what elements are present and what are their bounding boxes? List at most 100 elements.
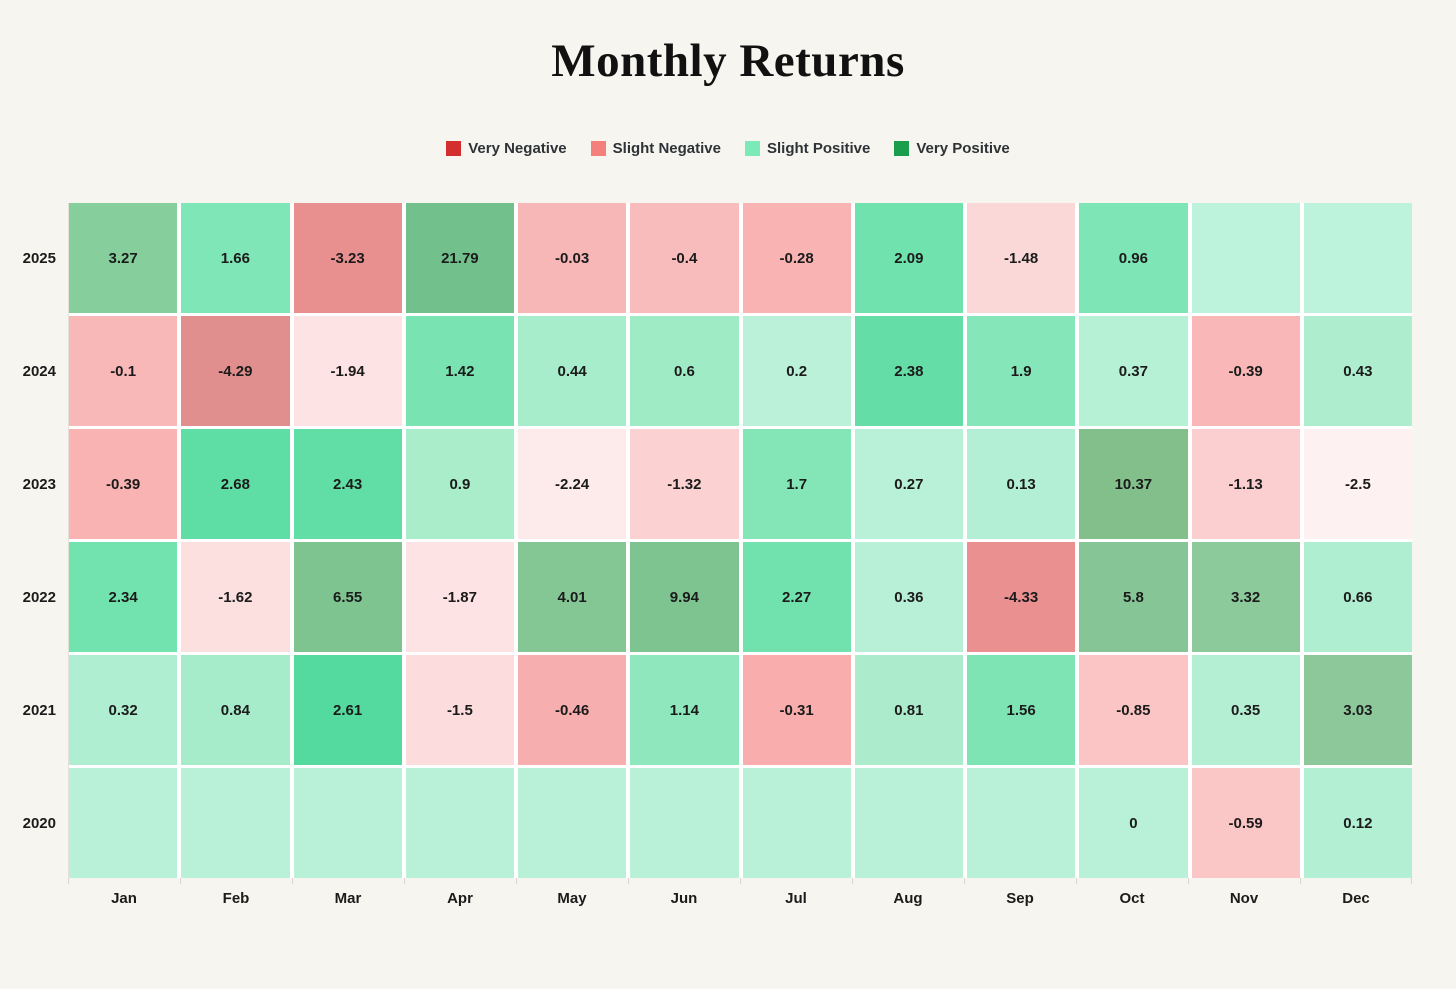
y-axis-label: 2022 xyxy=(22,588,56,606)
heatmap-cell-2022-Jun[interactable]: 9.94 xyxy=(630,542,739,652)
y-axis: 2025 2024 2023 2022 2021 2020 xyxy=(22,203,68,878)
heatmap-cell-2023-Sep[interactable]: 0.13 xyxy=(967,429,1076,539)
heatmap-cell-2020-Aug[interactable] xyxy=(854,768,963,878)
legend-item-very-negative[interactable]: Very Negative xyxy=(446,140,567,157)
heatmap-cell-2020-Nov[interactable]: -0.59 xyxy=(1191,768,1300,878)
heatmap-cell-2024-Oct[interactable]: 0.37 xyxy=(1079,316,1188,426)
heatmap-cell-2024-Feb[interactable]: -4.29 xyxy=(181,316,290,426)
x-axis-label: Jan xyxy=(68,878,180,907)
heatmap-cell-2024-Sep[interactable]: 1.9 xyxy=(967,316,1076,426)
heatmap-cell-2022-Apr[interactable]: -1.87 xyxy=(405,542,514,652)
heatmap-cell-2021-Apr[interactable]: -1.5 xyxy=(405,655,514,765)
legend-item-slight-negative[interactable]: Slight Negative xyxy=(590,140,721,157)
heatmap-cell-2021-Feb[interactable]: 0.84 xyxy=(181,655,290,765)
heatmap-cell-2025-Jun[interactable]: -0.4 xyxy=(630,203,739,313)
legend: Very Negative Slight Negative Slight Posit… xyxy=(0,140,1456,157)
x-axis-label: Mar xyxy=(292,878,404,907)
heatmap-cell-2024-Jun[interactable]: 0.6 xyxy=(630,316,739,426)
heatmap-cell-2025-May[interactable]: -0.03 xyxy=(518,203,627,313)
y-axis-label: 2024 xyxy=(22,362,56,380)
heatmap-cell-2022-Dec[interactable]: 0.66 xyxy=(1303,542,1412,652)
heatmap: 2025 2024 2023 2022 2021 2020 3.27 1.66 -3.23 21… xyxy=(22,203,1412,878)
heatmap-cell-2023-Oct[interactable]: 10.37 xyxy=(1079,429,1188,539)
heatmap-cell-2025-Feb[interactable]: 1.66 xyxy=(181,203,290,313)
heatmap-cell-2025-Dec[interactable] xyxy=(1303,203,1412,313)
heatmap-cell-2023-Apr[interactable]: 0.9 xyxy=(405,429,514,539)
heatmap-cell-2022-Jul[interactable]: 2.27 xyxy=(742,542,851,652)
heatmap-cell-2021-Nov[interactable]: 0.35 xyxy=(1191,655,1300,765)
x-axis-label: Feb xyxy=(180,878,292,907)
x-axis-label: Jul xyxy=(740,878,852,907)
heatmap-cell-2020-Jan[interactable] xyxy=(69,768,178,878)
legend-item-very-positive[interactable]: Very Positive xyxy=(894,140,1010,157)
heatmap-cell-2024-Nov[interactable]: -0.39 xyxy=(1191,316,1300,426)
heatmap-cell-2020-Mar[interactable] xyxy=(293,768,402,878)
heatmap-cell-2021-Mar[interactable]: 2.61 xyxy=(293,655,402,765)
x-axis-label: Apr xyxy=(404,878,516,907)
heatmap-cell-2021-Jun[interactable]: 1.14 xyxy=(630,655,739,765)
y-axis-label: 2020 xyxy=(22,814,56,832)
heatmap-cell-2022-Oct[interactable]: 5.8 xyxy=(1079,542,1188,652)
heatmap-cell-2020-Apr[interactable] xyxy=(405,768,514,878)
heatmap-cell-2021-Aug[interactable]: 0.81 xyxy=(854,655,963,765)
heatmap-cell-2023-May[interactable]: -2.24 xyxy=(518,429,627,539)
heatmap-cell-2024-Dec[interactable]: 0.43 xyxy=(1303,316,1412,426)
heatmap-cell-2025-Apr[interactable]: 21.79 xyxy=(405,203,514,313)
heatmap-cell-2023-Nov[interactable]: -1.13 xyxy=(1191,429,1300,539)
heatmap-cell-2020-Sep[interactable] xyxy=(967,768,1076,878)
x-axis-label: Nov xyxy=(1188,878,1300,907)
heatmap-cell-2020-Jun[interactable] xyxy=(630,768,739,878)
heatmap-cell-2020-Feb[interactable] xyxy=(181,768,290,878)
heatmap-grid: 3.27 1.66 -3.23 21.79 -0.03 -0.4 -0.28 2.09 -1.4… xyxy=(68,203,1412,878)
heatmap-cell-2021-Oct[interactable]: -0.85 xyxy=(1079,655,1188,765)
heatmap-cell-2023-Jun[interactable]: -1.32 xyxy=(630,429,739,539)
heatmap-cell-2022-Feb[interactable]: -1.62 xyxy=(181,542,290,652)
heatmap-cell-2020-May[interactable] xyxy=(518,768,627,878)
heatmap-cell-2024-May[interactable]: 0.44 xyxy=(518,316,627,426)
heatmap-cell-2025-Jan[interactable]: 3.27 xyxy=(69,203,178,313)
x-axis-label: Aug xyxy=(852,878,964,907)
heatmap-cell-2025-Mar[interactable]: -3.23 xyxy=(293,203,402,313)
page-title: Monthly Returns xyxy=(551,35,905,87)
heatmap-cell-2023-Aug[interactable]: 0.27 xyxy=(854,429,963,539)
legend-swatch-icon xyxy=(446,141,462,156)
heatmap-cell-2023-Feb[interactable]: 2.68 xyxy=(181,429,290,539)
heatmap-cell-2025-Sep[interactable]: -1.48 xyxy=(967,203,1076,313)
x-axis: Jan Feb Mar Apr May Jun Jul Aug Sep Oct Nov Dec xyxy=(68,878,1412,907)
x-axis-label: Sep xyxy=(964,878,1076,907)
heatmap-cell-2024-Jan[interactable]: -0.1 xyxy=(69,316,178,426)
heatmap-cell-2025-Aug[interactable]: 2.09 xyxy=(854,203,963,313)
legend-swatch-icon xyxy=(894,141,910,156)
heatmap-cell-2021-Jul[interactable]: -0.31 xyxy=(742,655,851,765)
heatmap-cell-2022-Jan[interactable]: 2.34 xyxy=(69,542,178,652)
legend-label: Very Positive xyxy=(916,140,1010,157)
heatmap-cell-2022-Aug[interactable]: 0.36 xyxy=(854,542,963,652)
heatmap-cell-2022-Nov[interactable]: 3.32 xyxy=(1191,542,1300,652)
heatmap-cell-2022-Mar[interactable]: 6.55 xyxy=(293,542,402,652)
heatmap-cell-2022-May[interactable]: 4.01 xyxy=(518,542,627,652)
heatmap-cell-2025-Oct[interactable]: 0.96 xyxy=(1079,203,1188,313)
legend-swatch-icon xyxy=(745,141,760,156)
heatmap-cell-2024-Mar[interactable]: -1.94 xyxy=(293,316,402,426)
heatmap-cell-2024-Aug[interactable]: 2.38 xyxy=(854,316,963,426)
heatmap-cell-2020-Jul[interactable] xyxy=(742,768,851,878)
heatmap-cell-2021-Dec[interactable]: 3.03 xyxy=(1303,655,1412,765)
heatmap-cell-2023-Mar[interactable]: 2.43 xyxy=(293,429,402,539)
heatmap-cell-2023-Dec[interactable]: -2.5 xyxy=(1303,429,1412,539)
heatmap-cell-2023-Jan[interactable]: -0.39 xyxy=(69,429,178,539)
heatmap-cell-2025-Nov[interactable] xyxy=(1191,203,1300,313)
heatmap-cell-2024-Apr[interactable]: 1.42 xyxy=(405,316,514,426)
heatmap-cell-2025-Jul[interactable]: -0.28 xyxy=(742,203,851,313)
x-axis-label: Oct xyxy=(1076,878,1188,907)
y-axis-label: 2021 xyxy=(22,701,56,719)
legend-item-slight-positive[interactable]: Slight Positive xyxy=(745,140,870,157)
heatmap-cell-2020-Oct[interactable]: 0 xyxy=(1079,768,1188,878)
heatmap-cell-2024-Jul[interactable]: 0.2 xyxy=(742,316,851,426)
heatmap-cell-2021-May[interactable]: -0.46 xyxy=(518,655,627,765)
heatmap-cell-2022-Sep[interactable]: -4.33 xyxy=(967,542,1076,652)
heatmap-cell-2021-Jan[interactable]: 0.32 xyxy=(69,655,178,765)
heatmap-cell-2021-Sep[interactable]: 1.56 xyxy=(967,655,1076,765)
heatmap-cell-2020-Dec[interactable]: 0.12 xyxy=(1303,768,1412,878)
legend-label: Very Negative xyxy=(468,140,567,157)
heatmap-cell-2023-Jul[interactable]: 1.7 xyxy=(742,429,851,539)
